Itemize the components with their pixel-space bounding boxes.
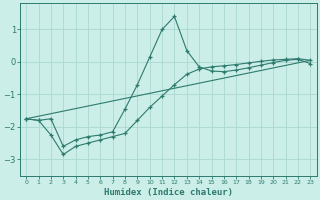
X-axis label: Humidex (Indice chaleur): Humidex (Indice chaleur) bbox=[104, 188, 233, 197]
